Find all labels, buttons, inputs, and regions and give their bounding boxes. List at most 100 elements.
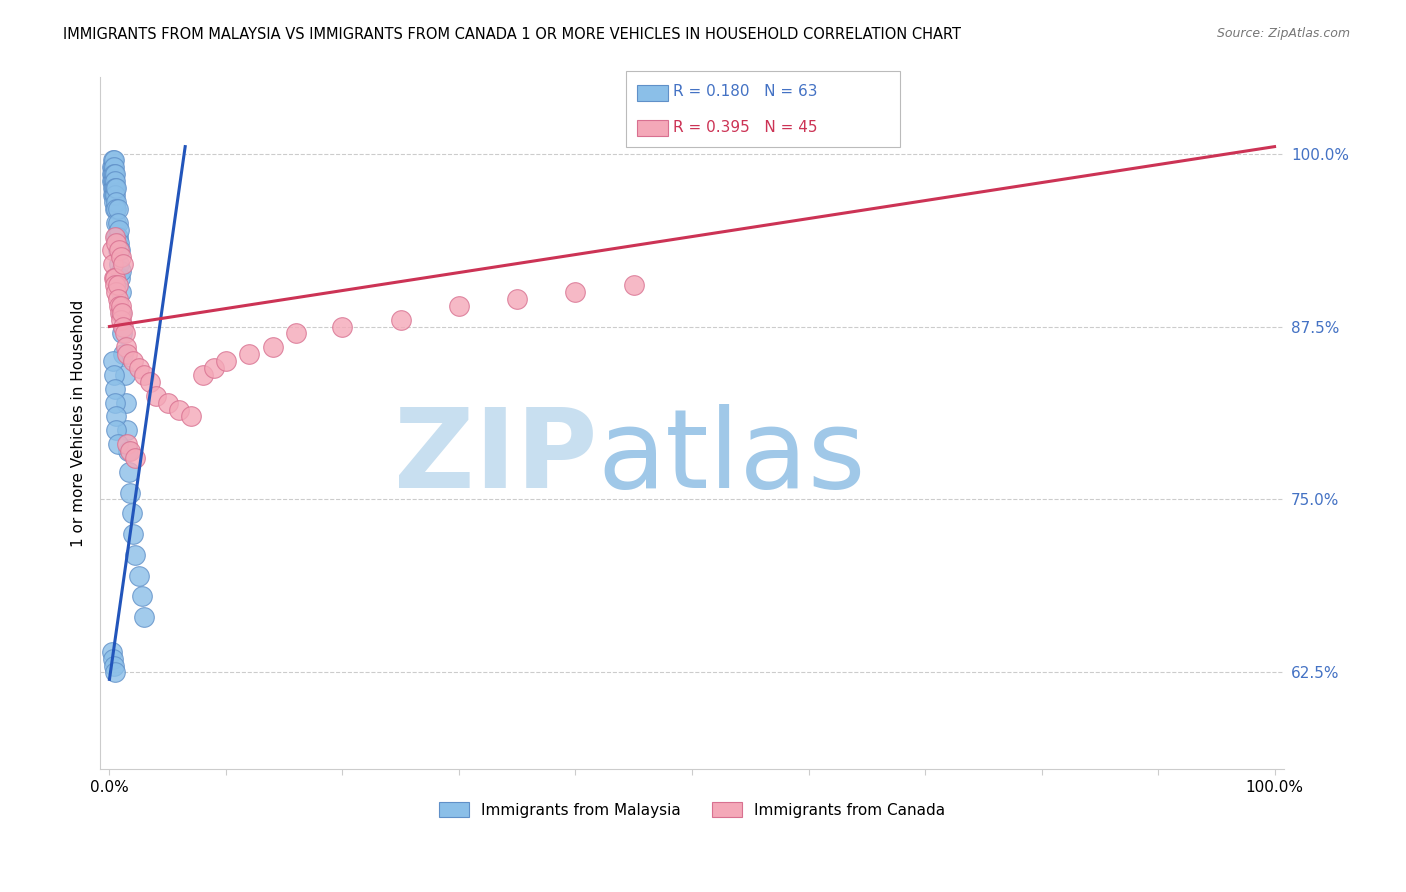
Point [105,229,128,244]
Point [107,216,129,230]
Point [110,312,132,326]
Point [262,340,284,354]
Point [105,202,128,216]
Point [124,450,146,465]
Point [110,250,132,264]
Point [103,161,125,175]
Text: R = 0.180   N = 63: R = 0.180 N = 63 [673,85,818,99]
Point [110,285,132,299]
Point [101,181,124,195]
Point [115,437,138,451]
Point [564,285,586,299]
Point [101,167,124,181]
Point [104,271,127,285]
Point [124,548,146,562]
Point [128,361,150,376]
Point [108,244,131,258]
Point [104,229,127,244]
Point [118,465,141,479]
Point [101,645,124,659]
Point [103,167,125,181]
Point [107,244,129,258]
Point [103,174,125,188]
Point [108,271,131,285]
Point [105,181,128,195]
Text: atlas: atlas [598,404,866,511]
Point [120,485,142,500]
Point [101,651,124,665]
Point [101,354,124,368]
Point [107,278,129,293]
Point [191,368,214,382]
Point [107,299,129,313]
Point [238,347,260,361]
Point [120,444,142,458]
Point [131,590,153,604]
Point [623,278,645,293]
Point [110,299,132,313]
Point [284,326,307,341]
Point [107,292,129,306]
Point [110,306,132,320]
Legend: Immigrants from Malaysia, Immigrants from Canada: Immigrants from Malaysia, Immigrants fro… [433,796,952,824]
Point [101,167,124,181]
Point [139,375,162,389]
Point [145,389,167,403]
Point [104,181,127,195]
Y-axis label: 1 or more Vehicles in Household: 1 or more Vehicles in Household [72,300,86,547]
Point [202,361,225,376]
Point [107,257,129,271]
Point [117,444,139,458]
Point [112,319,135,334]
Point [103,188,125,202]
Point [107,437,129,451]
Point [103,181,125,195]
Point [101,257,124,271]
Point [121,354,143,368]
Point [105,236,128,251]
Point [332,319,354,334]
Point [103,658,125,673]
Point [107,236,129,251]
Point [104,188,127,202]
Point [447,299,470,313]
Text: R = 0.395   N = 45: R = 0.395 N = 45 [673,120,818,135]
Point [156,395,179,409]
Point [101,161,124,175]
Point [104,382,127,396]
Point [103,368,125,382]
Point [121,506,143,520]
Point [108,306,131,320]
Point [115,347,138,361]
Point [112,347,135,361]
Point [107,202,129,216]
Point [101,174,124,188]
Point [134,368,156,382]
Point [107,229,129,244]
Point [215,354,238,368]
Point [101,174,124,188]
Point [107,244,129,258]
Point [115,423,138,437]
Point [101,244,124,258]
Point [103,271,125,285]
Point [114,340,136,354]
Point [104,202,127,216]
Point [103,194,125,209]
Text: Source: ZipAtlas.com: Source: ZipAtlas.com [1216,27,1350,40]
Point [103,153,125,168]
Point [101,153,124,168]
Point [101,188,124,202]
Point [389,312,412,326]
Point [110,264,132,278]
Point [180,409,202,424]
Point [128,568,150,582]
Point [111,326,134,341]
Point [105,216,128,230]
Point [104,278,127,293]
Point [107,222,129,236]
Point [134,610,156,624]
Point [104,167,127,181]
Point [104,395,127,409]
Point [114,368,136,382]
